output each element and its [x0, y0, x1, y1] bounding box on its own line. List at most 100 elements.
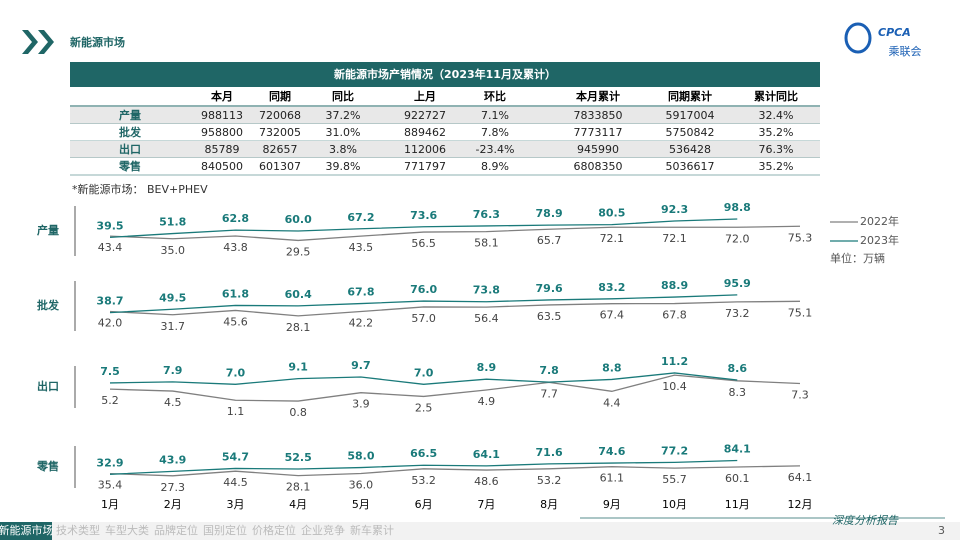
value-label-2022: 56.4: [474, 312, 499, 325]
column-header: 本月: [211, 89, 233, 103]
nav-item: 国别定位: [203, 523, 247, 537]
value-label-2023: 8.9: [477, 361, 497, 374]
value-label-2023: 73.8: [473, 284, 500, 297]
x-tick-label: 5月: [352, 498, 370, 511]
nav-item: 新车累计: [350, 523, 394, 537]
value-label-2023: 71.6: [536, 446, 563, 459]
table: 新能源市场产销情况（2023年11月及累计）: [70, 62, 820, 87]
x-tick-label: 1月: [101, 498, 119, 511]
table-cell: 39.8%: [326, 160, 361, 173]
page-number: 3: [938, 524, 945, 537]
value-label-2022: 57.0: [411, 312, 436, 325]
value-label-2023: 73.6: [410, 209, 437, 222]
chevron-icon: [22, 30, 54, 54]
value-label-2023: 8.8: [602, 361, 622, 374]
value-label-2023: 58.0: [347, 450, 374, 463]
column-header: 同比: [332, 89, 354, 103]
table-cell: 988113: [201, 109, 243, 122]
series-line: [109, 459, 738, 475]
value-label-2022: 72.1: [662, 232, 687, 245]
column-header: 同期: [269, 89, 291, 103]
value-label-2022: 72.1: [600, 232, 625, 245]
value-label-2023: 77.2: [661, 444, 688, 457]
value-label-2022: 67.4: [600, 309, 625, 322]
value-label-2022: 43.8: [223, 241, 248, 254]
value-label-2022: 67.8: [662, 309, 687, 322]
x-tick-label: 7月: [477, 498, 495, 511]
table-cell: 35.2%: [759, 126, 794, 139]
table-cell: 31.0%: [326, 126, 361, 139]
value-label-2023: 76.3: [473, 208, 500, 221]
value-label-2023: 32.9: [96, 456, 123, 469]
value-label-2023: 54.7: [222, 450, 249, 463]
value-label-2023: 67.2: [347, 211, 374, 224]
series-line: [109, 465, 801, 477]
value-label-2022: 72.0: [725, 232, 750, 245]
series-line: [109, 225, 801, 242]
x-tick-label: 3月: [226, 498, 244, 511]
table-row: [70, 141, 820, 158]
value-label-2023: 51.8: [159, 216, 186, 229]
value-label-2022: 44.5: [223, 476, 248, 489]
value-label-2023: 7.8: [539, 364, 559, 377]
table-cell: 112006: [404, 143, 446, 156]
value-label-2022: 45.6: [223, 315, 248, 328]
row-label: 产量: [119, 108, 141, 122]
value-label-2022: 35.0: [160, 244, 185, 257]
value-label-2023: 79.6: [536, 282, 563, 295]
value-label-2023: 9.7: [351, 359, 371, 372]
value-label-2022: 48.6: [474, 475, 499, 488]
table-title: 新能源市场产销情况（2023年11月及累计）: [334, 67, 556, 81]
value-label-2022: 4.5: [164, 396, 182, 409]
value-label-2023: 8.6: [728, 362, 748, 375]
table-cell: 945990: [577, 143, 619, 156]
table-cell: 7773117: [574, 126, 623, 139]
value-label-2023: 74.6: [598, 445, 625, 458]
table-row: [70, 107, 820, 124]
table-cell: 76.3%: [759, 143, 794, 156]
legend-label: 2022年: [860, 214, 899, 228]
value-label-2022: 53.2: [537, 474, 562, 487]
panel-title: 零售: [36, 459, 59, 473]
x-tick-label: 12月: [788, 498, 813, 511]
nav-item: 品牌定位: [154, 523, 198, 537]
note: *新能源市场： BEV+PHEV: [72, 182, 208, 196]
nav-item: 价格定位: [252, 523, 296, 537]
value-label-2022: 7.3: [791, 388, 809, 401]
table-cell: 37.2%: [326, 109, 361, 122]
table-cell: 732005: [259, 126, 301, 139]
table-cell: 840500: [201, 160, 243, 173]
table-title-bar: [70, 62, 820, 87]
value-label-2023: 98.8: [724, 201, 751, 214]
table-cell: 35.2%: [759, 160, 794, 173]
panel-title: 产量: [37, 223, 59, 237]
column-header: 累计同比: [754, 89, 798, 103]
table-cell: 6808350: [574, 160, 623, 173]
value-label-2022: 53.2: [411, 474, 436, 487]
value-label-2022: 75.3: [788, 231, 813, 244]
value-label-2022: 61.1: [600, 472, 625, 485]
value-label-2022: 1.1: [227, 405, 245, 418]
nav-item: 新能源市场: [0, 523, 54, 537]
legend-label: 2023年: [860, 233, 899, 247]
table-cell: -23.4%: [476, 143, 515, 156]
series-line: [109, 374, 801, 402]
value-label-2023: 7.5: [100, 365, 120, 378]
value-label-2023: 83.2: [598, 281, 625, 294]
tagline: 深度分析报告: [832, 514, 899, 527]
nav-item: 车型大类: [105, 523, 149, 537]
value-label-2022: 31.7: [160, 320, 185, 333]
value-label-2023: 11.2: [661, 355, 688, 368]
x-tick-label: 4月: [289, 498, 307, 511]
value-label-2023: 92.3: [661, 203, 688, 216]
value-label-2022: 27.3: [160, 481, 185, 494]
x-tick-label: 11月: [725, 498, 750, 511]
panel-title: 批发: [37, 298, 60, 312]
x-tick-label: 8月: [540, 498, 558, 511]
value-label-2023: 39.5: [96, 219, 123, 232]
table-cell: 958800: [201, 126, 243, 139]
slide-title: 新能源市场: [70, 35, 125, 49]
value-label-2023: 38.7: [96, 295, 123, 308]
value-label-2022: 3.9: [352, 398, 370, 411]
